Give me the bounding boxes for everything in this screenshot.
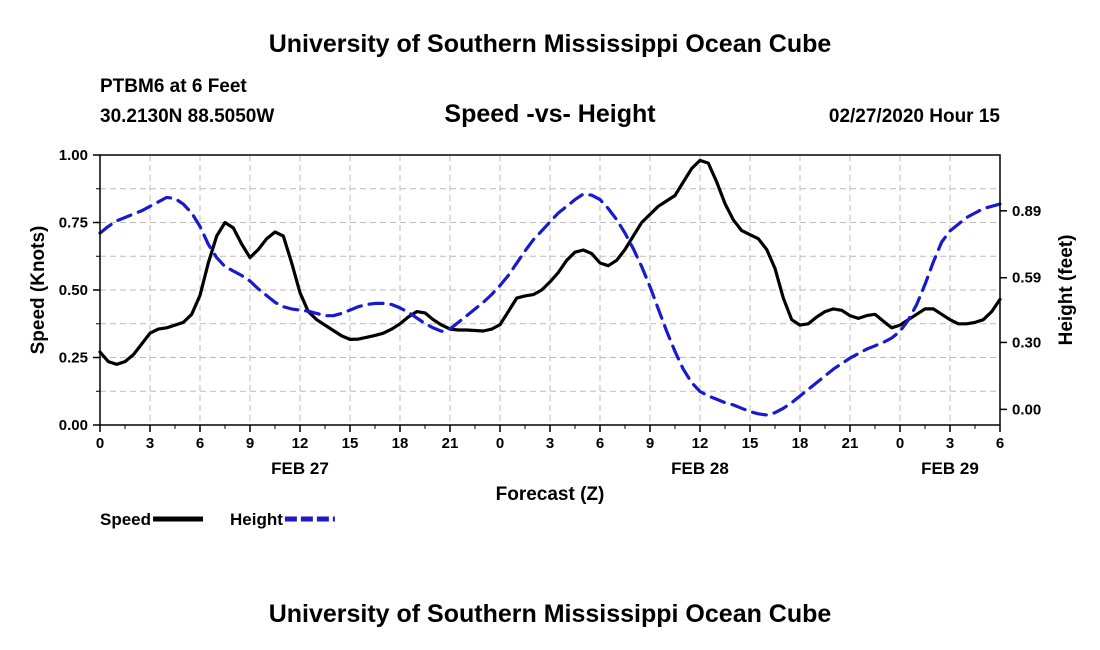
legend: Speed Height bbox=[100, 510, 335, 529]
forecast-datetime: 02/27/2020 Hour 15 bbox=[828, 106, 1000, 127]
x-tick-label: 9 bbox=[246, 435, 254, 452]
x-tick-label: 3 bbox=[946, 435, 954, 452]
date-label: FEB 29 bbox=[921, 459, 979, 478]
x-tick-label: 18 bbox=[792, 435, 809, 452]
y-tick-label: 0.25 bbox=[59, 350, 88, 367]
height-series-line bbox=[98, 192, 1002, 417]
y-tick-label: 0.50 bbox=[59, 282, 88, 299]
x-tick-label: 9 bbox=[646, 435, 654, 452]
x-tick-label: 21 bbox=[842, 435, 859, 452]
x-tick-label: 3 bbox=[146, 435, 154, 452]
y2-tick-label: 0.89 bbox=[1012, 203, 1041, 220]
station-name: PTBM6 at 6 Feet bbox=[100, 76, 247, 97]
legend-label-height: Height bbox=[230, 510, 283, 529]
series-lines bbox=[98, 158, 1002, 417]
y2-axis-label: Height (feet) bbox=[1056, 235, 1077, 346]
y-axis-label: Speed (Knots) bbox=[28, 226, 49, 355]
x-tick-label: 12 bbox=[692, 435, 709, 452]
page-header-title: University of Southern Mississippi Ocean… bbox=[268, 30, 832, 58]
y2-tick-label: 0.30 bbox=[1012, 334, 1041, 351]
x-tick-label: 0 bbox=[96, 435, 104, 452]
legend-label-speed: Speed bbox=[100, 510, 151, 529]
x-tick-label: 6 bbox=[596, 435, 604, 452]
station-coordinates: 30.2130N 88.5050W bbox=[100, 106, 275, 127]
x-tick-label: 21 bbox=[442, 435, 459, 452]
chart-title: Speed -vs- Height bbox=[444, 100, 656, 128]
axis-labels: 0 3 6 9 12 15 18 21 0 3 6 9 12 15 18 21 0 3 6 0.00 0.25 0.50 0… bbox=[28, 147, 1077, 505]
x-tick-label: 18 bbox=[392, 435, 409, 452]
x-tick-label: 6 bbox=[996, 435, 1004, 452]
page-footer-title: University of Southern Mississippi Ocean… bbox=[268, 600, 832, 628]
x-tick-label: 15 bbox=[342, 435, 359, 452]
x-tick-label: 15 bbox=[742, 435, 759, 452]
x-tick-label: 0 bbox=[496, 435, 504, 452]
y-tick-label: 0.00 bbox=[59, 417, 88, 434]
y-tick-label: 0.75 bbox=[59, 215, 88, 232]
date-label: FEB 27 bbox=[271, 459, 329, 478]
y-tick-label: 1.00 bbox=[59, 147, 88, 164]
grid-lines bbox=[100, 155, 1000, 425]
x-tick-label: 3 bbox=[546, 435, 554, 452]
x-tick-label: 6 bbox=[196, 435, 204, 452]
speed-series-line bbox=[98, 158, 1002, 366]
y2-tick-label: 0.00 bbox=[1012, 401, 1041, 418]
axis-ticks bbox=[93, 154, 1007, 432]
x-axis-label: Forecast (Z) bbox=[496, 484, 605, 505]
y2-tick-label: 0.59 bbox=[1012, 270, 1041, 287]
x-tick-label: 12 bbox=[292, 435, 309, 452]
date-label: FEB 28 bbox=[671, 459, 729, 478]
x-tick-label: 0 bbox=[896, 435, 904, 452]
